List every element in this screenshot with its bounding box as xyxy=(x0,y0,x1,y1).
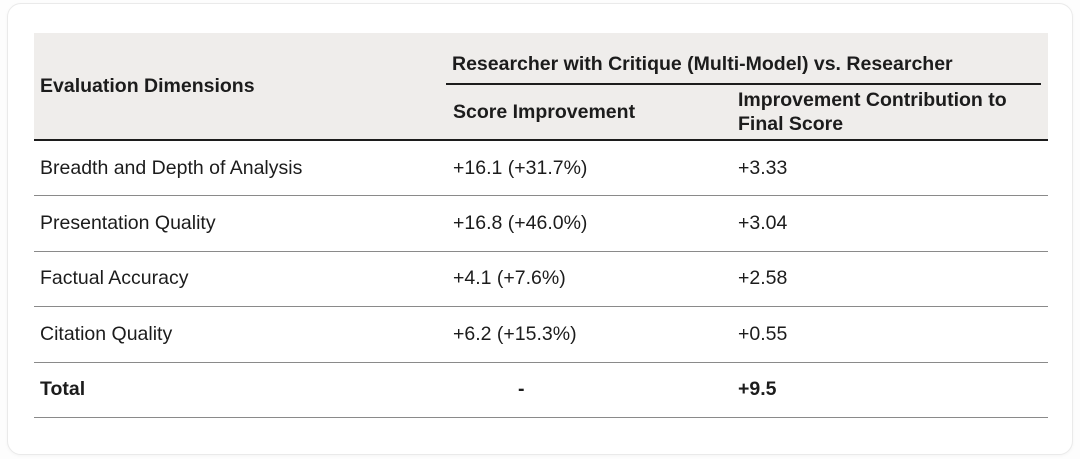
column-header-score-improvement: Score Improvement xyxy=(453,100,636,123)
cell-dimension: Presentation Quality xyxy=(40,212,216,235)
table-row-total: Total - +9.5 xyxy=(34,363,1048,418)
cell-contribution: +9.5 xyxy=(738,378,777,401)
column-header-improvement-contribution: Improvement Contribution to Final Score xyxy=(738,88,1007,135)
cell-contribution: +3.33 xyxy=(738,156,788,179)
cell-dimension: Citation Quality xyxy=(40,322,173,345)
table-row-factual-accuracy: Factual Accuracy +4.1 (+7.6%) +2.58 xyxy=(34,252,1048,308)
table-row-breadth-depth: Breadth and Depth of Analysis +16.1 (+31… xyxy=(34,141,1048,197)
group-header-wrap: Researcher with Critique (Multi-Model) v… xyxy=(446,33,1048,139)
cell-score-improvement: +16.1 (+31.7%) xyxy=(453,156,588,179)
table-row-presentation-quality: Presentation Quality +16.8 (+46.0%) +3.0… xyxy=(34,196,1048,252)
cell-dimension: Breadth and Depth of Analysis xyxy=(40,156,303,179)
group-header-researcher-comparison: Researcher with Critique (Multi-Model) v… xyxy=(446,33,1041,85)
cell-contribution: +3.04 xyxy=(738,212,788,235)
page-card: Evaluation Dimensions Researcher with Cr… xyxy=(7,3,1073,455)
evaluation-results-table: Evaluation Dimensions Researcher with Cr… xyxy=(34,33,1048,418)
table-header: Evaluation Dimensions Researcher with Cr… xyxy=(34,33,1048,141)
table-row-citation-quality: Citation Quality +6.2 (+15.3%) +0.55 xyxy=(34,307,1048,363)
column-header-evaluation-dimensions: Evaluation Dimensions xyxy=(40,74,255,97)
cell-contribution: +0.55 xyxy=(738,322,788,345)
cell-score-improvement: +16.8 (+46.0%) xyxy=(453,212,588,235)
cell-dimension: Factual Accuracy xyxy=(40,267,189,290)
cell-score-improvement: +4.1 (+7.6%) xyxy=(453,267,566,290)
cell-score-improvement: +6.2 (+15.3%) xyxy=(453,322,577,345)
cell-contribution: +2.58 xyxy=(738,267,788,290)
cell-dimension: Total xyxy=(40,378,86,401)
cell-score-improvement: - xyxy=(518,378,525,401)
sub-header-row: Score Improvement Improvement Contributi… xyxy=(446,85,1048,139)
